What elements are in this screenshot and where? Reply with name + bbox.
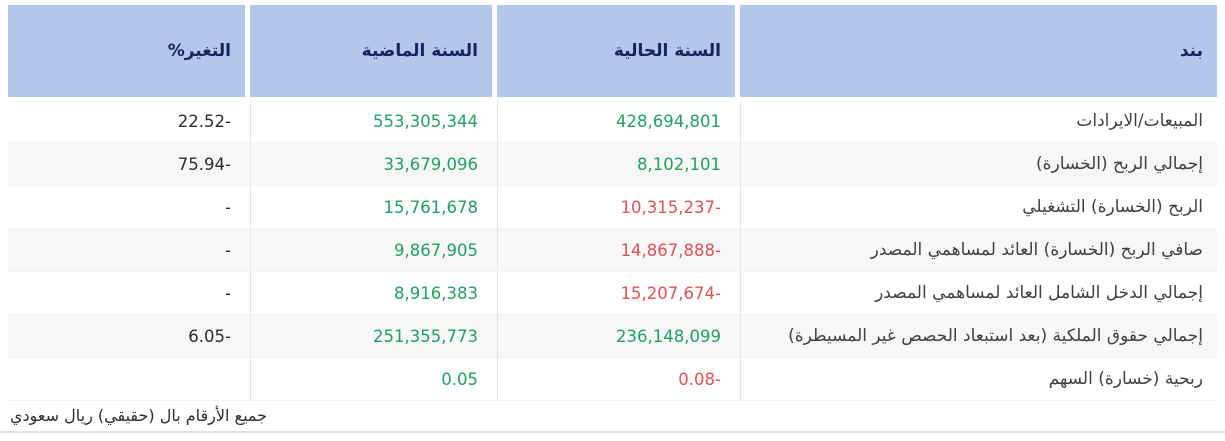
previous-year-value: 251,355,773 [250,315,492,357]
item-cell: الربح (الخسارة) التشغيلي [740,186,1217,228]
item-cell: صافي الربح (الخسارة) العائد لمساهمي المص… [740,229,1217,271]
change-percent-value: 75.94- [177,154,231,174]
item-cell: المبيعات/الايرادات [740,100,1217,142]
previous-year-value: 0.05 [250,358,492,400]
current-year-value: 14,867,888- [497,229,735,271]
table-header-row: بند السنة الحالية السنة الماضية التغير% [8,5,1217,97]
current-year-value: 0.08- [497,358,735,400]
table-row: ربحية (خسارة) السهم 0.08- 0.05 [8,358,1217,401]
change-percent-value: - [225,240,231,260]
previous-year-value: 8,916,383 [250,272,492,314]
item-cell: إجمالي الربح (الخسارة) [740,143,1217,185]
header-item: بند [740,5,1217,97]
table-row: إجمالي الدخل الشامل العائد لمساهمي المصد… [8,272,1217,315]
current-year-value: 10,315,237- [497,186,735,228]
current-year-value: 8,102,101 [497,143,735,185]
table-body: المبيعات/الايرادات 428,694,801 553,305,344… [8,100,1217,401]
current-year-value: 15,207,674- [497,272,735,314]
table-row: الربح (الخسارة) التشغيلي 10,315,237- 15,76… [8,186,1217,229]
table-row: إجمالي حقوق الملكية (بعد استبعاد الحصص غ… [8,315,1217,358]
table-row: إجمالي الربح (الخسارة) 8,102,101 33,679,09… [8,143,1217,186]
table-row: المبيعات/الايرادات 428,694,801 553,305,344… [8,100,1217,143]
header-current-year: السنة الحالية [497,5,735,97]
item-cell: ربحية (خسارة) السهم [740,358,1217,400]
table-row: صافي الربح (الخسارة) العائد لمساهمي المص… [8,229,1217,272]
previous-year-value: 33,679,096 [250,143,492,185]
header-change-percent: التغير% [8,5,245,97]
change-percent-value [8,358,245,400]
header-previous-year: السنة الماضية [250,5,492,97]
change-percent-value: 22.52- [177,111,231,131]
change-percent-value: - [225,283,231,303]
financial-table: بند السنة الحالية السنة الماضية التغير% … [8,5,1217,425]
change-percent-value: - [225,197,231,217]
previous-year-value: 9,867,905 [250,229,492,271]
previous-year-value: 15,761,678 [250,186,492,228]
bottom-divider [0,431,1225,433]
current-year-value: 428,694,801 [497,100,735,142]
currency-footnote: جميع الأرقام بال (حقيقي) ريال سعودي [10,406,268,425]
item-cell: إجمالي حقوق الملكية (بعد استبعاد الحصص غ… [740,315,1217,357]
item-cell: إجمالي الدخل الشامل العائد لمساهمي المصد… [740,272,1217,314]
previous-year-value: 553,305,344 [250,100,492,142]
current-year-value: 236,148,099 [497,315,735,357]
change-percent-value: 6.05- [188,326,231,346]
